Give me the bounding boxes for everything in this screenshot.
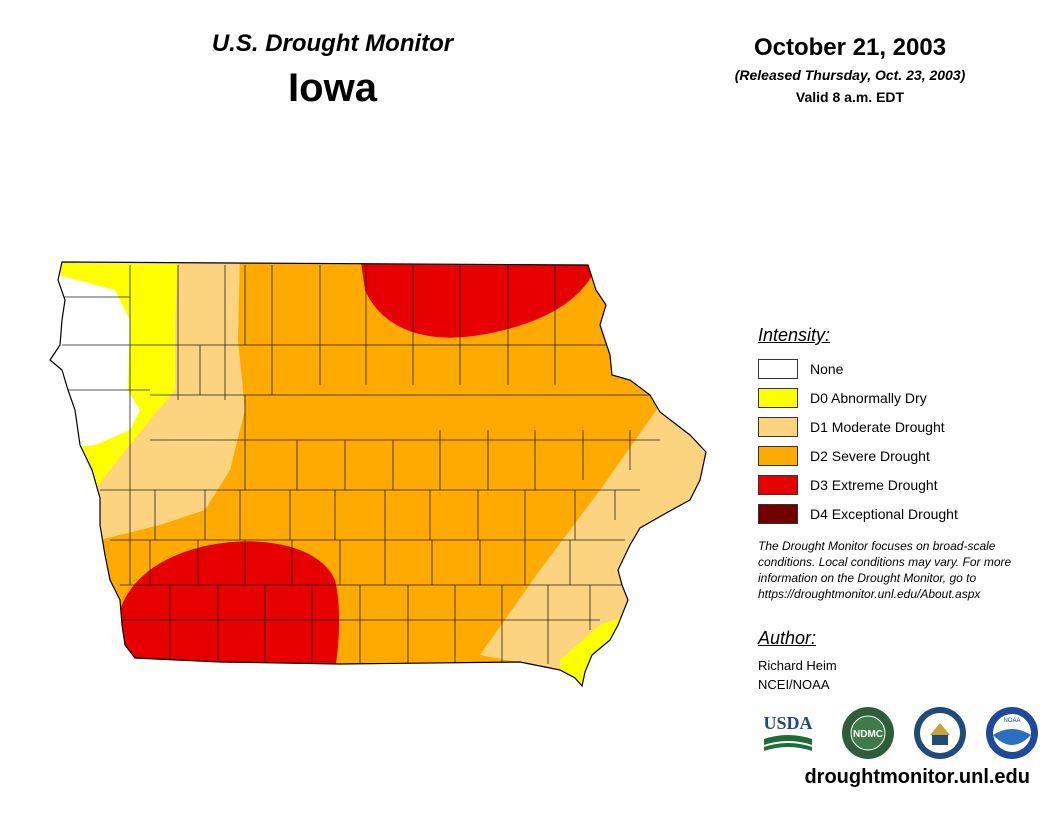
legend-label: D1 Moderate Drought [810, 418, 945, 435]
disclaimer-note: The Drought Monitor focuses on broad-sca… [758, 539, 1012, 601]
noaa-logo: NOAA [986, 707, 1038, 759]
legend-label: D0 Abnormally Dry [810, 389, 927, 406]
d3-southwest-region [50, 541, 340, 686]
legend-item: None [758, 354, 1038, 383]
usda-logo: USDA [763, 713, 813, 751]
state-boundary [49, 261, 707, 688]
legend-label: D2 Severe Drought [810, 447, 930, 464]
website-link[interactable]: droughtmonitor.unl.edu [804, 766, 1030, 788]
legend-swatch [758, 387, 798, 408]
partner-logos: USDA NDMC NOAA [760, 705, 1050, 765]
legend-swatch [758, 445, 798, 466]
legend-label: None [810, 360, 844, 377]
author-name: Richard Heim [758, 658, 837, 673]
map-title: U.S. Drought Monitor [211, 30, 454, 57]
legend-item: D1 Moderate Drought [758, 412, 1038, 441]
release-date: (Released Thursday, Oct. 23, 2003) [734, 67, 966, 83]
legend-title: Intensity: [758, 325, 831, 345]
legend-swatch [758, 416, 798, 437]
d3-north-region [360, 262, 600, 338]
legend-label: D3 Extreme Drought [810, 476, 938, 493]
legend-swatch [758, 358, 798, 379]
author-info: Richard Heim NCEI/NOAA [758, 656, 837, 694]
author-org: NCEI/NOAA [758, 677, 830, 692]
state-name: Iowa [288, 66, 377, 110]
ndmc-logo-text: NDMC [853, 729, 883, 740]
valid-time: Valid 8 a.m. EDT [795, 89, 905, 105]
county-lines [62, 265, 660, 664]
legend-item: D4 Exceptional Drought [758, 499, 1038, 528]
legend-swatch [758, 474, 798, 495]
legend-item: D3 Extreme Drought [758, 470, 1038, 499]
iowa-drought-map [49, 261, 707, 688]
noaa-logo-text: NOAA [1003, 718, 1020, 724]
legend-item: D2 Severe Drought [758, 441, 1038, 470]
map-date: October 21, 2003 [753, 34, 947, 61]
legend-item: D0 Abnormally Dry [758, 383, 1038, 412]
legend: None D0 Abnormally Dry D1 Moderate Drought… [758, 354, 1038, 528]
ndmc-logo: NDMC [842, 707, 894, 759]
legend-label: D4 Exceptional Drought [810, 505, 958, 522]
legend-swatch [758, 503, 798, 524]
author-heading: Author: [758, 628, 817, 648]
doc-logo [914, 707, 966, 759]
usda-logo-text: USDA [763, 713, 812, 733]
